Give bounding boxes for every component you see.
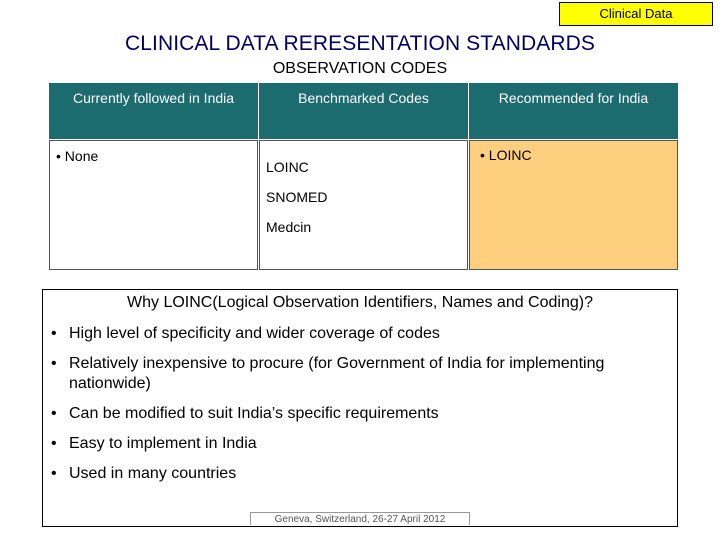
list-item: Relatively inexpensive to procure (for G… — [49, 354, 669, 394]
footer-text: Geneva, Switzerland, 26-27 April 2012 — [250, 512, 470, 525]
benchmark-item-snomed: SNOMED — [266, 189, 328, 205]
cell-current: • None — [49, 140, 258, 270]
slide-title: CLINICAL DATA RERESENTATION STANDARDS — [124, 32, 596, 55]
why-loinc-box: Why LOINC(Logical Observation Identifier… — [42, 289, 678, 527]
section-tag: Clinical Data — [559, 2, 713, 26]
header-recommended: Recommended for India — [469, 83, 678, 139]
benchmark-item-medcin: Medcin — [266, 219, 312, 235]
header-current: Currently followed in India — [49, 83, 258, 139]
why-loinc-heading: Why LOINC(Logical Observation Identifier… — [127, 294, 593, 311]
recommended-item: • LOINC — [480, 147, 532, 163]
list-item: Can be modified to suit India’s specific… — [49, 404, 669, 424]
benchmark-item-loinc: LOINC — [266, 159, 309, 175]
list-item: Used in many countries — [49, 464, 669, 484]
header-benchmarked: Benchmarked Codes — [259, 83, 468, 139]
list-item: High level of specificity and wider cove… — [49, 324, 669, 344]
why-loinc-list: High level of specificity and wider cove… — [49, 324, 669, 494]
cell-benchmarked: LOINC SNOMED Medcin — [259, 140, 468, 270]
current-item: • None — [56, 148, 99, 164]
list-item: Easy to implement in India — [49, 434, 669, 454]
cell-recommended: • LOINC — [469, 140, 678, 270]
slide-subtitle: OBSERVATION CODES — [272, 60, 448, 77]
